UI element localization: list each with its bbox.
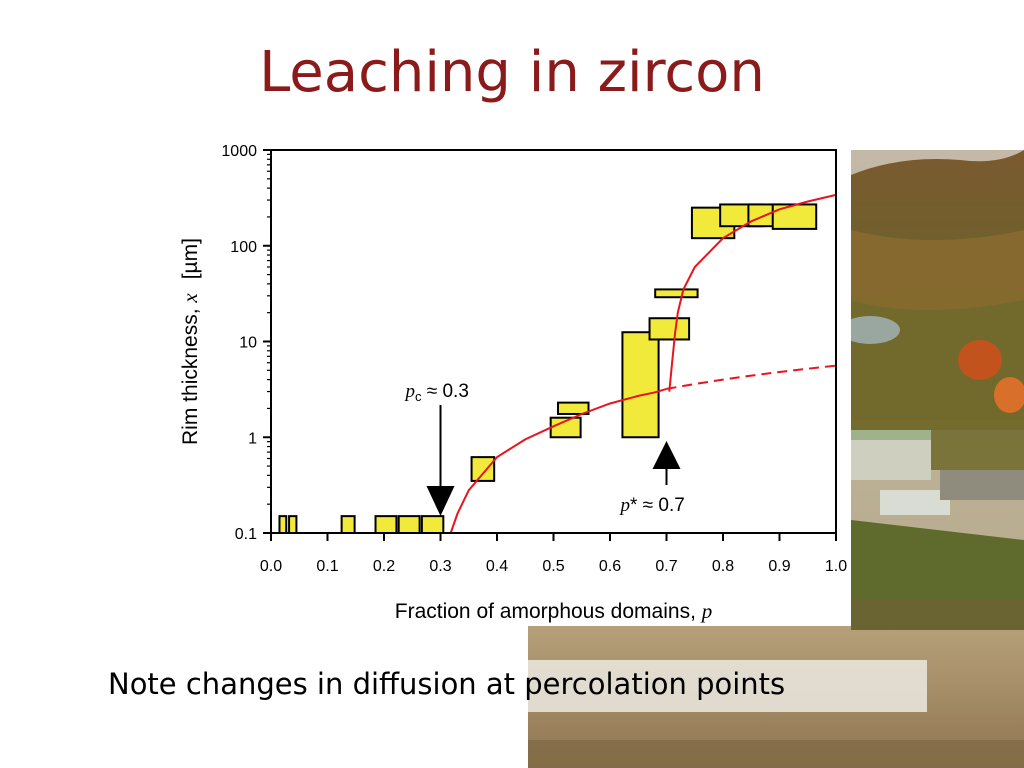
data-box-6	[470, 456, 496, 482]
annotation-label-0: pc ≈ 0.3	[404, 381, 469, 404]
axes: 0.0 0.1 0.2 0.3 0.4 0.5 0.6 0.7 0.8 0.9 1.00.11101…	[221, 143, 847, 575]
x-tick-label-8: 0.8	[712, 558, 734, 575]
data-box-11	[654, 288, 699, 299]
data-box-15	[771, 203, 818, 230]
x-axis-label-var: p	[700, 599, 713, 623]
y-tick-label-3: 100	[230, 239, 257, 256]
x-tick-label-0: 0.0	[260, 558, 282, 575]
y-axis-label-unit: [µm]	[179, 238, 202, 279]
x-tick-label-6: 0.6	[599, 558, 621, 575]
data-box-8	[557, 401, 590, 415]
data-boxes	[278, 203, 818, 534]
curve-solid-2	[668, 193, 837, 392]
data-box-10	[648, 317, 691, 341]
x-tick-label-3: 0.3	[429, 558, 451, 575]
data-box-3	[374, 515, 398, 534]
annotation-label-1: p* ≈ 0.7	[619, 495, 685, 516]
annotations: pc ≈ 0.3 p* ≈ 0.7	[404, 381, 685, 516]
note-box	[100, 660, 927, 712]
curve-dashed-1	[666, 364, 837, 390]
arrow-head-1	[652, 441, 681, 469]
x-tick-label-7: 0.7	[655, 558, 677, 575]
x-tick-label-1: 0.1	[316, 558, 338, 575]
data-box-2	[340, 515, 356, 534]
x-tick-label-9: 0.9	[768, 558, 790, 575]
slide-title: Leaching in zircon	[259, 40, 765, 105]
x-axis-label-text: Fraction of amorphous domains,	[395, 600, 702, 623]
x-tick-label-10: 1.0	[825, 558, 847, 575]
chart-panel: 0.0 0.1 0.2 0.3 0.4 0.5 0.6 0.7 0.8 0.9 1.0 0.1 1 10 1…	[175, 140, 851, 626]
y-axis-label-text: Rim thickness,	[179, 303, 202, 445]
y-axis-label-var: x	[178, 293, 202, 304]
curve-solid-0	[449, 387, 667, 534]
x-tick-label-5: 0.5	[542, 558, 564, 575]
fit-curves	[449, 193, 837, 534]
chart: 0.0 0.1 0.2 0.3 0.4 0.5 0.6 0.7 0.8 0.9 1.00.11101…	[178, 143, 847, 623]
x-axis-label: Fraction of amorphous domains, p	[395, 599, 712, 623]
arrow-head-0	[426, 486, 455, 516]
note-box-background	[100, 660, 927, 712]
data-box-9	[621, 331, 660, 439]
y-axis-label: Rim thickness, x [µm]	[178, 238, 202, 445]
data-box-0	[278, 515, 288, 534]
y-tick-label-1: 1	[248, 430, 257, 447]
data-box-4	[397, 515, 421, 534]
y-tick-label-2: 10	[239, 335, 257, 352]
data-box-5	[420, 515, 445, 534]
y-tick-label-0: 0.1	[235, 526, 257, 543]
data-box-1	[288, 515, 298, 534]
y-tick-label-4: 1000	[221, 143, 257, 160]
note-text: Note changes in diffusion at percolation…	[108, 667, 786, 701]
x-tick-label-4: 0.4	[486, 558, 508, 575]
x-tick-label-2: 0.2	[373, 558, 395, 575]
